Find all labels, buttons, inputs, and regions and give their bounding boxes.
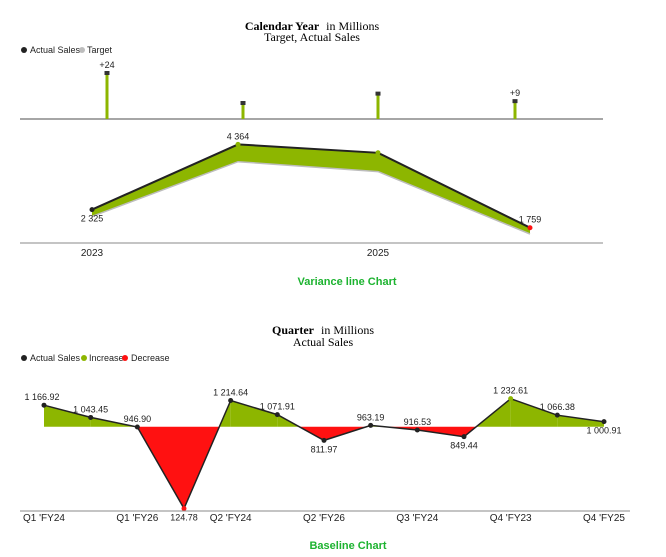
- increase-area: [44, 405, 91, 427]
- chart2-plot: 1 166.92 1 043.45 946.90 124.78 1 214.64 1 07…: [24, 386, 621, 523]
- value-label: 1 000.91: [586, 426, 621, 436]
- actual-point: [181, 506, 187, 512]
- actual-point: [368, 422, 374, 428]
- x-tick-label: Q1 'FY24: [23, 513, 65, 524]
- chart2-x-ticks: Q1 'FY24 Q1 'FY26 Q2 'FY24 Q2 'FY26 Q3 'FY24…: [23, 513, 625, 524]
- actual-point: [461, 434, 467, 440]
- legend-actual-marker: [21, 47, 27, 53]
- chart1-caption: Variance line Chart: [297, 276, 396, 288]
- chart1-legend: Actual Sales Target: [21, 45, 113, 55]
- value-label: 2 325: [81, 214, 104, 224]
- increase-area: [230, 400, 278, 427]
- baseline-chart: Quarter in Millions Actual Sales Actual …: [20, 323, 630, 552]
- increase-area: [557, 415, 604, 427]
- value-label: 1 066.38: [540, 402, 575, 412]
- actual-point: [601, 419, 607, 425]
- actual-point: [527, 225, 533, 231]
- chart2-title-suffix: in Millions: [321, 323, 374, 337]
- legend-increase-marker: [81, 355, 87, 361]
- actual-point: [88, 414, 94, 420]
- chart2-legend: Actual Sales Increase Decrease: [21, 353, 170, 363]
- variance-bar: [376, 94, 380, 119]
- variance-bar: [513, 102, 517, 119]
- value-label: 1 043.45: [73, 404, 108, 414]
- legend-decrease-label: Decrease: [131, 353, 170, 363]
- chart2-title-main: Quarter: [272, 323, 315, 337]
- actual-point: [235, 141, 241, 147]
- chart1-x-ticks: 2023 2025: [81, 248, 390, 259]
- variance-cap: [375, 91, 381, 96]
- variance-band: [92, 144, 530, 234]
- value-label: 963.19: [357, 412, 385, 422]
- actual-point: [228, 397, 234, 403]
- chart1-title-main: Calendar Year: [245, 19, 320, 33]
- value-label: 4 364: [227, 131, 250, 141]
- value-label: 1 071.91: [260, 402, 295, 412]
- x-tick-label: Q2 'FY24: [210, 513, 252, 524]
- x-tick-label: Q1 'FY26: [116, 513, 158, 524]
- actual-point: [508, 396, 514, 402]
- value-label: 124.78: [170, 513, 198, 523]
- variance-cap: [240, 101, 246, 105]
- actual-point: [134, 424, 140, 430]
- variance-line-chart: Calendar Year in Millions Target, Actual…: [20, 19, 603, 288]
- x-tick-label: Q3 'FY24: [396, 513, 438, 524]
- value-label: 916.53: [404, 417, 432, 427]
- value-label: 1 232.61: [493, 386, 528, 396]
- actual-point: [89, 207, 95, 213]
- x-tick-label: Q4 'FY25: [583, 513, 625, 524]
- actual-point: [274, 412, 280, 418]
- chart1-plot: 2 325 4 364 1 759: [81, 131, 542, 235]
- chart1-title: Calendar Year in Millions: [245, 19, 380, 33]
- chart2-caption: Baseline Chart: [309, 540, 386, 552]
- x-tick-label: 2025: [367, 248, 390, 259]
- x-tick-label: Q4 'FY23: [490, 513, 532, 524]
- value-label: 946.90: [124, 414, 152, 424]
- increase-area: [510, 398, 558, 427]
- variance-bar: [105, 74, 109, 119]
- x-tick-label: Q2 'FY26: [303, 513, 345, 524]
- actual-point: [41, 402, 47, 408]
- legend-target-marker: [79, 47, 85, 53]
- value-label: 1 214.64: [213, 387, 248, 397]
- actual-point: [414, 427, 420, 433]
- decrease-area: [417, 426, 464, 437]
- value-label: 849.44: [450, 441, 478, 451]
- variance-cap: [512, 99, 518, 104]
- actual-sales-line: [91, 143, 531, 229]
- x-tick-label: 2023: [81, 248, 104, 259]
- variance-bars: +24 +9: [99, 60, 520, 119]
- value-label: 1 166.92: [24, 392, 59, 402]
- chart1-subtitle: Target, Actual Sales: [264, 30, 360, 44]
- legend-actual-marker: [21, 355, 27, 361]
- target-line: [91, 160, 531, 235]
- variance-bar: [241, 104, 245, 119]
- value-label: 811.97: [311, 444, 338, 454]
- actual-point: [321, 437, 327, 443]
- variance-cap: [104, 71, 110, 75]
- legend-actual-label: Actual Sales: [30, 353, 81, 363]
- variance-label: +9: [510, 88, 520, 98]
- actual-point: [375, 150, 381, 156]
- actual-point: [554, 412, 560, 418]
- legend-decrease-marker: [122, 355, 128, 361]
- chart2-title: Quarter in Millions: [272, 323, 374, 337]
- chart2-subtitle: Actual Sales: [293, 335, 354, 349]
- chart1-title-suffix: in Millions: [326, 19, 379, 33]
- value-label: 1 759: [519, 215, 542, 225]
- legend-target-label: Target: [87, 45, 113, 55]
- legend-actual-label: Actual Sales: [30, 45, 81, 55]
- legend-increase-label: Increase: [89, 353, 124, 363]
- variance-label: +24: [99, 60, 114, 70]
